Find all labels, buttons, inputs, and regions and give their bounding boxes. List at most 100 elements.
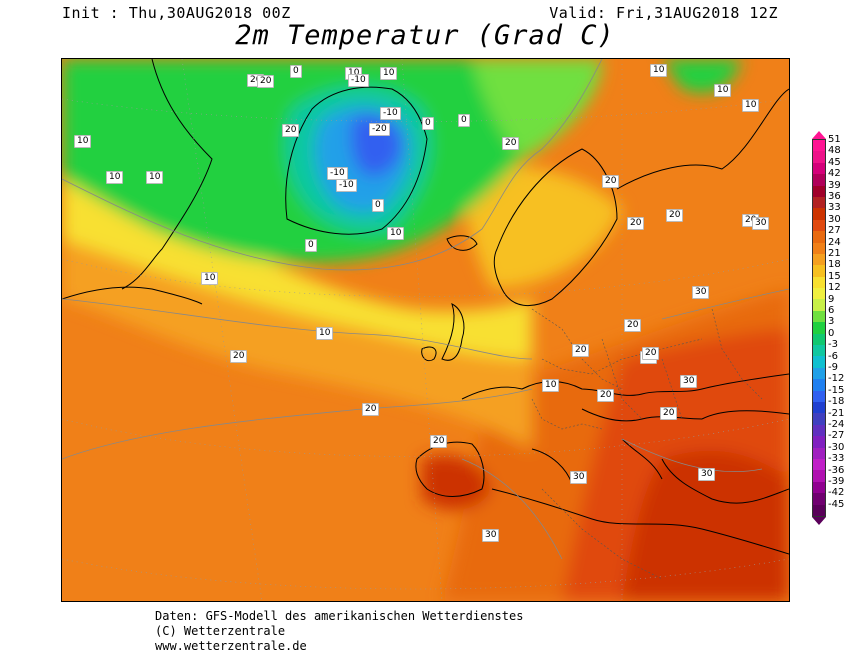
- legend-tick-label: -15: [828, 384, 845, 396]
- legend-swatch: [813, 253, 825, 266]
- contour-label: 20: [666, 209, 684, 222]
- contour-label: 20: [660, 407, 678, 420]
- coastlines: [62, 59, 789, 555]
- legend-swatch: [813, 379, 825, 391]
- legend-swatch: [813, 140, 825, 152]
- legend-tick-label: -3: [828, 339, 838, 351]
- legend-swatch: [813, 345, 825, 357]
- contour-label: 30: [680, 375, 698, 388]
- legend-swatch: [813, 174, 825, 186]
- contour-label: -10: [380, 107, 401, 120]
- contour-label: 20: [502, 137, 520, 150]
- legend-swatch: [813, 208, 825, 220]
- legend-swatch: [813, 162, 825, 175]
- legend-colorbar: [812, 139, 826, 517]
- legend-tick-label: 45: [828, 156, 841, 168]
- contour-label: 20: [430, 435, 448, 448]
- contour-label: 20: [642, 347, 660, 360]
- legend-swatch: [813, 196, 825, 209]
- legend-swatch: [813, 367, 825, 380]
- legend-tick-label: 15: [828, 270, 841, 282]
- legend-tick-label: -39: [828, 476, 845, 487]
- legend-cap-bottom: [812, 517, 826, 526]
- contour-label: 20: [572, 344, 590, 357]
- legend-swatch: [813, 458, 825, 471]
- legend-swatch: [813, 151, 825, 163]
- legend-swatch: [813, 504, 825, 516]
- legend-tick-label: 24: [828, 236, 841, 248]
- legend-tick-label: -27: [828, 430, 845, 442]
- legend-swatch: [813, 310, 825, 323]
- legend-tick-label: -36: [828, 464, 845, 476]
- legend-swatch: [813, 413, 825, 425]
- contour-label: 30: [752, 217, 770, 230]
- legend-tick-label: -9: [828, 362, 838, 373]
- legend-tick-label: -42: [828, 487, 845, 499]
- temperature-map[interactable]: 20 20 10 10 0 -10 -10 -20 -10 -10 0 0 0 0 10 10 10 10 10 10…: [61, 58, 790, 602]
- contour-label: 10: [201, 272, 219, 285]
- contour-label: 20: [597, 389, 615, 402]
- contour-label: -10: [348, 74, 369, 87]
- contour-label: 10: [106, 171, 124, 184]
- legend-tick-label: 42: [828, 168, 841, 180]
- footer-data-source: Daten: GFS-Modell des amerikanischen Wet…: [155, 609, 524, 623]
- legend-swatch: [813, 390, 825, 402]
- map-canvas: [62, 59, 789, 601]
- legend-cap-top: [812, 131, 826, 139]
- legend-swatch: [813, 481, 825, 494]
- legend-swatch: [813, 219, 825, 232]
- legend-swatch: [813, 231, 825, 243]
- country-borders: [531, 308, 763, 580]
- contour-label: 10: [714, 84, 732, 97]
- legend-tick-label: -6: [828, 350, 838, 362]
- legend-swatch: [813, 288, 825, 300]
- contour-label: -20: [369, 123, 390, 136]
- contour-label: 20: [282, 124, 300, 137]
- legend-swatch: [813, 356, 825, 368]
- contour-label: 20: [602, 175, 620, 188]
- contour-label: 0: [372, 199, 384, 212]
- contour-label: 10: [542, 379, 560, 392]
- contour-label: 30: [570, 471, 588, 484]
- legend-tick-label: 9: [828, 293, 835, 305]
- legend-swatch: [813, 436, 825, 448]
- contour-label: 0: [290, 65, 302, 78]
- contour-label: 10: [380, 67, 398, 80]
- legend-swatch: [813, 242, 825, 254]
- contour-label: 10: [316, 327, 334, 340]
- contour-label: 0: [458, 114, 470, 127]
- legend-tick-label: 21: [828, 248, 841, 259]
- legend-swatch: [813, 185, 825, 197]
- legend-tick-label: 12: [828, 282, 841, 294]
- valid-time-label: Valid: Fri,31AUG2018 12Z: [549, 4, 778, 22]
- legend-tick-label: 27: [828, 225, 841, 237]
- legend-tick-label: -30: [828, 441, 845, 453]
- legend-tick-label: 6: [828, 305, 835, 316]
- legend-tick-label: 0: [828, 327, 835, 339]
- graticule: [62, 59, 789, 601]
- legend-swatch: [813, 322, 825, 334]
- legend-swatch: [813, 299, 825, 311]
- contour-label: 0: [305, 239, 317, 252]
- contour-label: 30: [482, 529, 500, 542]
- legend-tick-label: -33: [828, 453, 845, 465]
- footer-website: www.wetterzentrale.de: [155, 639, 307, 653]
- contour-label: 0: [422, 117, 434, 130]
- contour-label: 30: [698, 468, 716, 481]
- footer-copyright: (C) Wetterzentrale: [155, 624, 286, 638]
- map-title: 2m Temperatur (Grad C): [235, 20, 615, 51]
- contour-label: 10: [146, 171, 164, 184]
- legend-tick-label: 33: [828, 202, 841, 214]
- legend-tick-label: -45: [828, 498, 845, 510]
- contour-label: 10: [650, 64, 668, 77]
- contour-label: -10: [336, 179, 357, 192]
- contour-label: 10: [742, 99, 760, 112]
- legend-tick-label: 51: [828, 134, 841, 145]
- contour-label: 20: [257, 75, 275, 88]
- legend-tick-label: 30: [828, 213, 841, 225]
- legend-swatch: [813, 265, 825, 277]
- legend-tick-label: -24: [828, 419, 845, 430]
- legend-swatch: [813, 333, 825, 346]
- legend-swatch: [813, 424, 825, 437]
- legend-swatch: [813, 493, 825, 505]
